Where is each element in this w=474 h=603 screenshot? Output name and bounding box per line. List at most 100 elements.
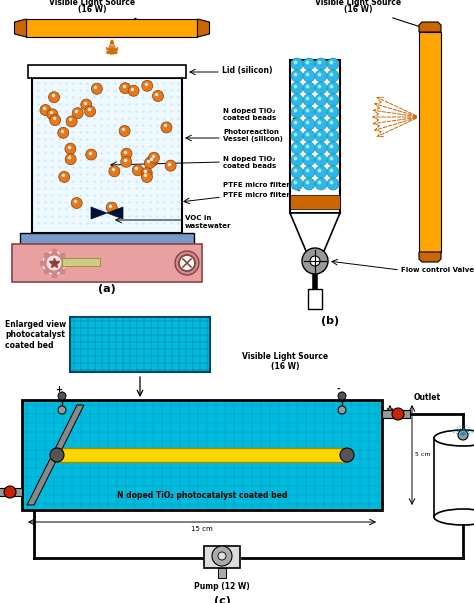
Circle shape [141,171,153,183]
Circle shape [132,165,143,175]
Text: 5 cm: 5 cm [415,452,430,458]
Circle shape [303,178,315,190]
Circle shape [50,115,61,125]
Circle shape [119,125,130,136]
Circle shape [121,156,132,167]
Circle shape [327,58,339,70]
Circle shape [91,83,102,94]
Circle shape [327,178,339,190]
Circle shape [291,106,303,118]
Circle shape [303,106,315,118]
Circle shape [340,448,354,462]
Circle shape [303,82,315,94]
Circle shape [315,142,327,154]
Circle shape [71,198,82,209]
Circle shape [161,122,172,133]
Circle shape [291,58,303,70]
Bar [0,488,22,496]
Circle shape [212,546,232,566]
Text: 2 cm: 2 cm [393,411,409,415]
Circle shape [59,171,70,182]
Circle shape [303,70,315,82]
Circle shape [327,118,339,130]
Circle shape [291,154,303,166]
Circle shape [303,118,315,130]
Bar [382,410,410,418]
Text: (a): (a) [98,284,116,294]
Circle shape [315,82,327,94]
Text: N doped TiO₂ photocatalyst coated bed: N doped TiO₂ photocatalyst coated bed [117,491,287,500]
Circle shape [327,94,339,106]
Circle shape [65,143,76,154]
Text: (b): (b) [321,316,339,326]
Polygon shape [15,19,27,37]
Circle shape [58,127,69,138]
Text: Visible Light Source
(16 W): Visible Light Source (16 W) [242,352,328,371]
Circle shape [58,392,66,400]
Text: Outlet: Outlet [414,393,441,402]
Circle shape [119,83,131,93]
Bar [218,568,226,578]
Circle shape [58,406,66,414]
Circle shape [327,166,339,178]
Circle shape [47,109,58,120]
Circle shape [81,99,92,110]
Bar [307,251,323,271]
Circle shape [106,202,117,213]
Circle shape [327,70,339,82]
Circle shape [109,166,120,177]
Circle shape [66,116,77,127]
Circle shape [315,154,327,166]
Bar [290,60,340,213]
Circle shape [218,552,226,560]
Polygon shape [27,405,84,505]
Bar [419,32,441,252]
Text: -: - [337,385,341,394]
Circle shape [47,256,61,270]
Text: N doped TiO₂
coated beads: N doped TiO₂ coated beads [223,156,276,168]
Circle shape [315,118,327,130]
Circle shape [327,130,339,142]
Circle shape [142,80,153,91]
Bar [27,19,198,37]
Circle shape [48,92,60,103]
Text: PTFE micro filter: PTFE micro filter [223,182,290,188]
Text: PTFE micro filter: PTFE micro filter [223,192,290,198]
Circle shape [310,256,320,266]
Text: Enlarged view of
photocatalyst
coated bed: Enlarged view of photocatalyst coated be… [5,320,78,350]
Bar [434,438,474,517]
Circle shape [303,166,315,178]
Circle shape [315,70,327,82]
Circle shape [121,148,132,159]
Circle shape [315,58,327,70]
Circle shape [144,157,155,168]
Text: Visible Light Source: Visible Light Source [49,0,135,7]
Circle shape [303,142,315,154]
Text: VOC in
wastewater: VOC in wastewater [185,215,231,229]
Circle shape [327,154,339,166]
Text: 15 cm: 15 cm [191,526,213,532]
Text: (16 W): (16 W) [344,5,372,14]
Circle shape [315,106,327,118]
Bar [308,289,322,309]
Bar [290,195,340,209]
Circle shape [148,152,160,163]
Circle shape [392,408,404,420]
Circle shape [86,149,97,160]
Bar [22,400,382,510]
Circle shape [302,248,328,274]
Circle shape [291,70,303,82]
Circle shape [179,255,195,271]
Circle shape [327,142,339,154]
Circle shape [315,94,327,106]
Circle shape [146,156,158,166]
Circle shape [291,142,303,154]
Circle shape [458,430,468,440]
Circle shape [65,154,76,165]
Circle shape [338,406,346,414]
Circle shape [303,130,315,142]
Circle shape [40,104,51,116]
Bar [57,448,347,462]
Circle shape [291,166,303,178]
Polygon shape [198,19,210,37]
